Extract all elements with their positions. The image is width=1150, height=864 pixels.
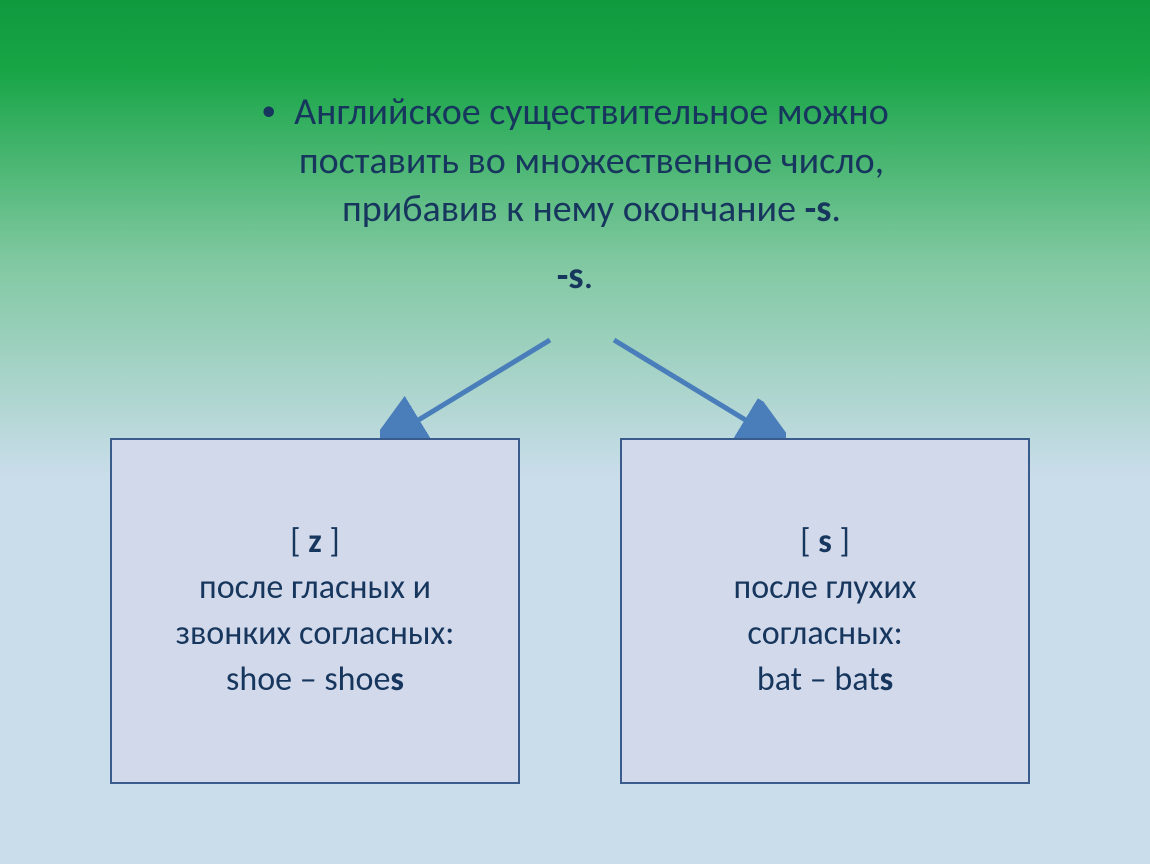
right-phonetic-close: ] bbox=[832, 521, 850, 562]
bullet-line-3-post: . bbox=[831, 186, 841, 232]
right-line-1: после глухих bbox=[734, 565, 917, 611]
bullet-line-3-pre: прибавив к нему окончание bbox=[342, 186, 805, 232]
left-phonetic-open: [ bbox=[290, 521, 308, 562]
left-line-2: звонких согласных: bbox=[176, 611, 455, 657]
bullet-line-3-bold: -s bbox=[805, 186, 832, 232]
sub-s-post: . bbox=[584, 253, 594, 299]
sub-s: -s. bbox=[170, 252, 980, 301]
bullet-line-1: Английское существительное можно bbox=[294, 88, 889, 137]
left-phonetic-symbol: z bbox=[308, 521, 322, 562]
bullet-line-3: прибавив к нему окончание -s. bbox=[294, 185, 889, 234]
right-phonetic: [ s ] bbox=[800, 519, 850, 565]
arrow-right-icon bbox=[596, 330, 786, 450]
right-line-2: согласных: bbox=[747, 611, 902, 657]
arrow-left-icon bbox=[380, 330, 570, 450]
left-example: shoe – shoes bbox=[226, 657, 404, 703]
bullet-text: Английское существительное можно постави… bbox=[294, 88, 889, 234]
left-phonetic: [ z ] bbox=[290, 519, 340, 565]
right-phonetic-open: [ bbox=[800, 521, 818, 562]
left-line-1: после гласных и bbox=[199, 565, 431, 611]
right-example-pre: bat – bat bbox=[757, 659, 880, 700]
right-phonetic-symbol: s bbox=[818, 521, 832, 562]
sub-s-bold: -s bbox=[557, 253, 584, 299]
bullet-line-2: поставить во множественное число, bbox=[294, 137, 889, 186]
bullet-row: • Английское существительное можно поста… bbox=[170, 88, 980, 234]
bullet-dot-icon: • bbox=[261, 92, 276, 130]
box-left: [ z ] после гласных и звонких согласных:… bbox=[110, 438, 520, 784]
bullet-block: • Английское существительное можно поста… bbox=[170, 88, 980, 301]
left-phonetic-close: ] bbox=[322, 521, 340, 562]
left-example-pre: shoe – shoe bbox=[226, 659, 390, 700]
slide: • Английское существительное можно поста… bbox=[0, 0, 1150, 864]
box-right: [ s ] после глухих согласных: bat – bats bbox=[620, 438, 1030, 784]
right-example-bold: s bbox=[880, 659, 894, 700]
left-example-bold: s bbox=[390, 659, 404, 700]
right-example: bat – bats bbox=[757, 657, 893, 703]
